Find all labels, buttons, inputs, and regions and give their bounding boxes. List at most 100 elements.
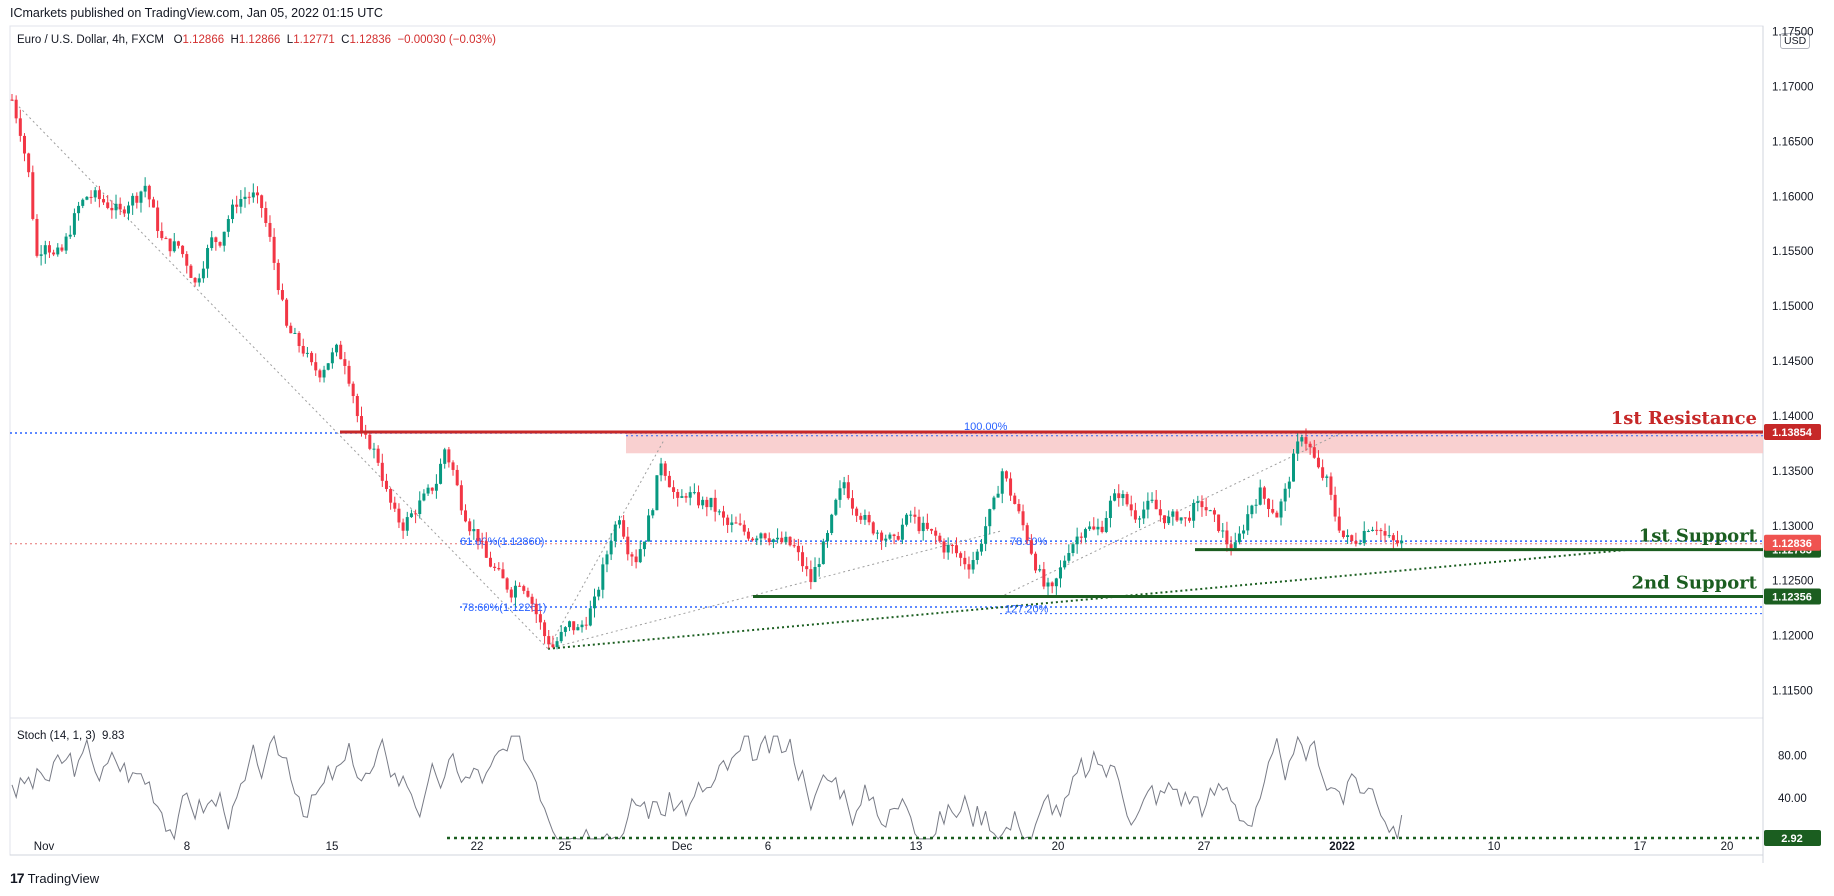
candle-body <box>1379 529 1383 532</box>
candle <box>588 600 592 627</box>
candle <box>568 620 572 632</box>
candle <box>721 505 725 526</box>
candle-body <box>147 185 151 200</box>
time-axis[interactable]: Nov 8 15 22 25 Dec 6 13 20 27 2022 10 17 20 <box>34 841 1734 853</box>
candle-body <box>1046 582 1050 587</box>
candle <box>351 381 355 404</box>
candle-body <box>1200 501 1204 508</box>
candle-body <box>609 541 613 555</box>
candle <box>655 475 659 511</box>
candle-body <box>1312 447 1316 458</box>
candle <box>1067 544 1071 563</box>
level-label: 1st Resistance <box>1611 408 1757 429</box>
currency-button[interactable]: USD <box>1780 33 1811 49</box>
candle-body <box>776 537 780 540</box>
candle-body <box>339 344 343 360</box>
candle-body <box>572 621 576 631</box>
candle-body <box>226 219 230 232</box>
candle-body <box>1271 509 1275 513</box>
candle-body <box>1208 510 1212 512</box>
candle-body <box>613 524 617 542</box>
candle <box>954 537 958 558</box>
candle-body <box>1196 501 1200 503</box>
candle-body <box>1321 467 1325 478</box>
candle-body <box>218 242 222 246</box>
candle <box>792 538 796 548</box>
candle-body <box>938 535 942 542</box>
candle <box>239 190 243 214</box>
candle-body <box>871 522 875 534</box>
price-axis[interactable]: 1.17500 1.17000 1.16500 1.16000 1.15500 1.150… <box>1772 26 1814 697</box>
candle <box>713 489 717 522</box>
candle <box>1029 534 1033 556</box>
candle <box>1108 495 1112 528</box>
candle-body <box>1292 453 1295 482</box>
candle <box>726 514 730 533</box>
price-badge <box>1764 534 1821 551</box>
candle-body <box>913 514 917 517</box>
candle <box>551 635 555 649</box>
candle-body <box>464 510 468 522</box>
candle <box>355 393 359 423</box>
candle-body <box>1387 535 1391 537</box>
candle <box>1138 515 1142 529</box>
candle <box>642 541 646 557</box>
candle <box>106 195 110 210</box>
candle-body <box>89 196 93 198</box>
candle <box>89 190 93 204</box>
candle <box>1075 527 1079 554</box>
price-badge-text: 1.12356 <box>1772 592 1812 604</box>
candle <box>709 497 713 511</box>
candle <box>280 283 284 302</box>
fib-label: 127.20% <box>1005 604 1049 616</box>
candle <box>538 610 542 630</box>
candle <box>56 243 60 257</box>
candle-body <box>930 528 934 531</box>
candle-body <box>1038 569 1042 571</box>
candle-body <box>543 622 547 637</box>
candle <box>322 365 326 383</box>
price-badge-text: 1.13854 <box>1772 427 1813 439</box>
candle-body <box>43 245 47 255</box>
candle <box>1221 522 1225 538</box>
candle-body <box>1142 509 1146 519</box>
candle <box>1283 483 1287 511</box>
candle-body <box>647 515 651 542</box>
price-tick: 1.14500 <box>1772 356 1814 368</box>
candle <box>959 551 963 567</box>
candle <box>1117 484 1121 507</box>
time-tick: Dec <box>672 841 693 853</box>
candle-body <box>1217 514 1221 531</box>
candle <box>896 531 900 541</box>
candle <box>1183 517 1187 527</box>
time-tick: 13 <box>910 841 923 853</box>
candle-body <box>131 195 135 206</box>
candle-body <box>14 99 18 119</box>
published-header: ICmarkets published on TradingView.com, … <box>10 6 383 20</box>
candle-body <box>293 332 297 334</box>
stoch-line <box>11 734 1403 841</box>
candle-body <box>330 352 334 364</box>
candle <box>372 442 376 459</box>
candle <box>776 528 780 544</box>
candle-body <box>1204 507 1208 511</box>
candle <box>255 186 259 204</box>
candle-body <box>1121 494 1125 499</box>
candle-body <box>601 564 605 590</box>
stoch-badge <box>1764 829 1821 846</box>
candle <box>343 351 347 375</box>
candle <box>1387 525 1391 539</box>
low-label: L <box>286 34 294 46</box>
candle <box>1083 527 1087 543</box>
candle <box>1000 468 1004 504</box>
candle <box>18 109 22 142</box>
candle-body <box>1383 531 1387 536</box>
candle-body <box>443 449 447 464</box>
candle-body <box>251 192 255 198</box>
candle-body <box>954 545 958 554</box>
candle <box>992 495 996 511</box>
candle-body <box>305 352 309 354</box>
candle-body <box>1225 530 1229 545</box>
candle-body <box>185 254 189 266</box>
